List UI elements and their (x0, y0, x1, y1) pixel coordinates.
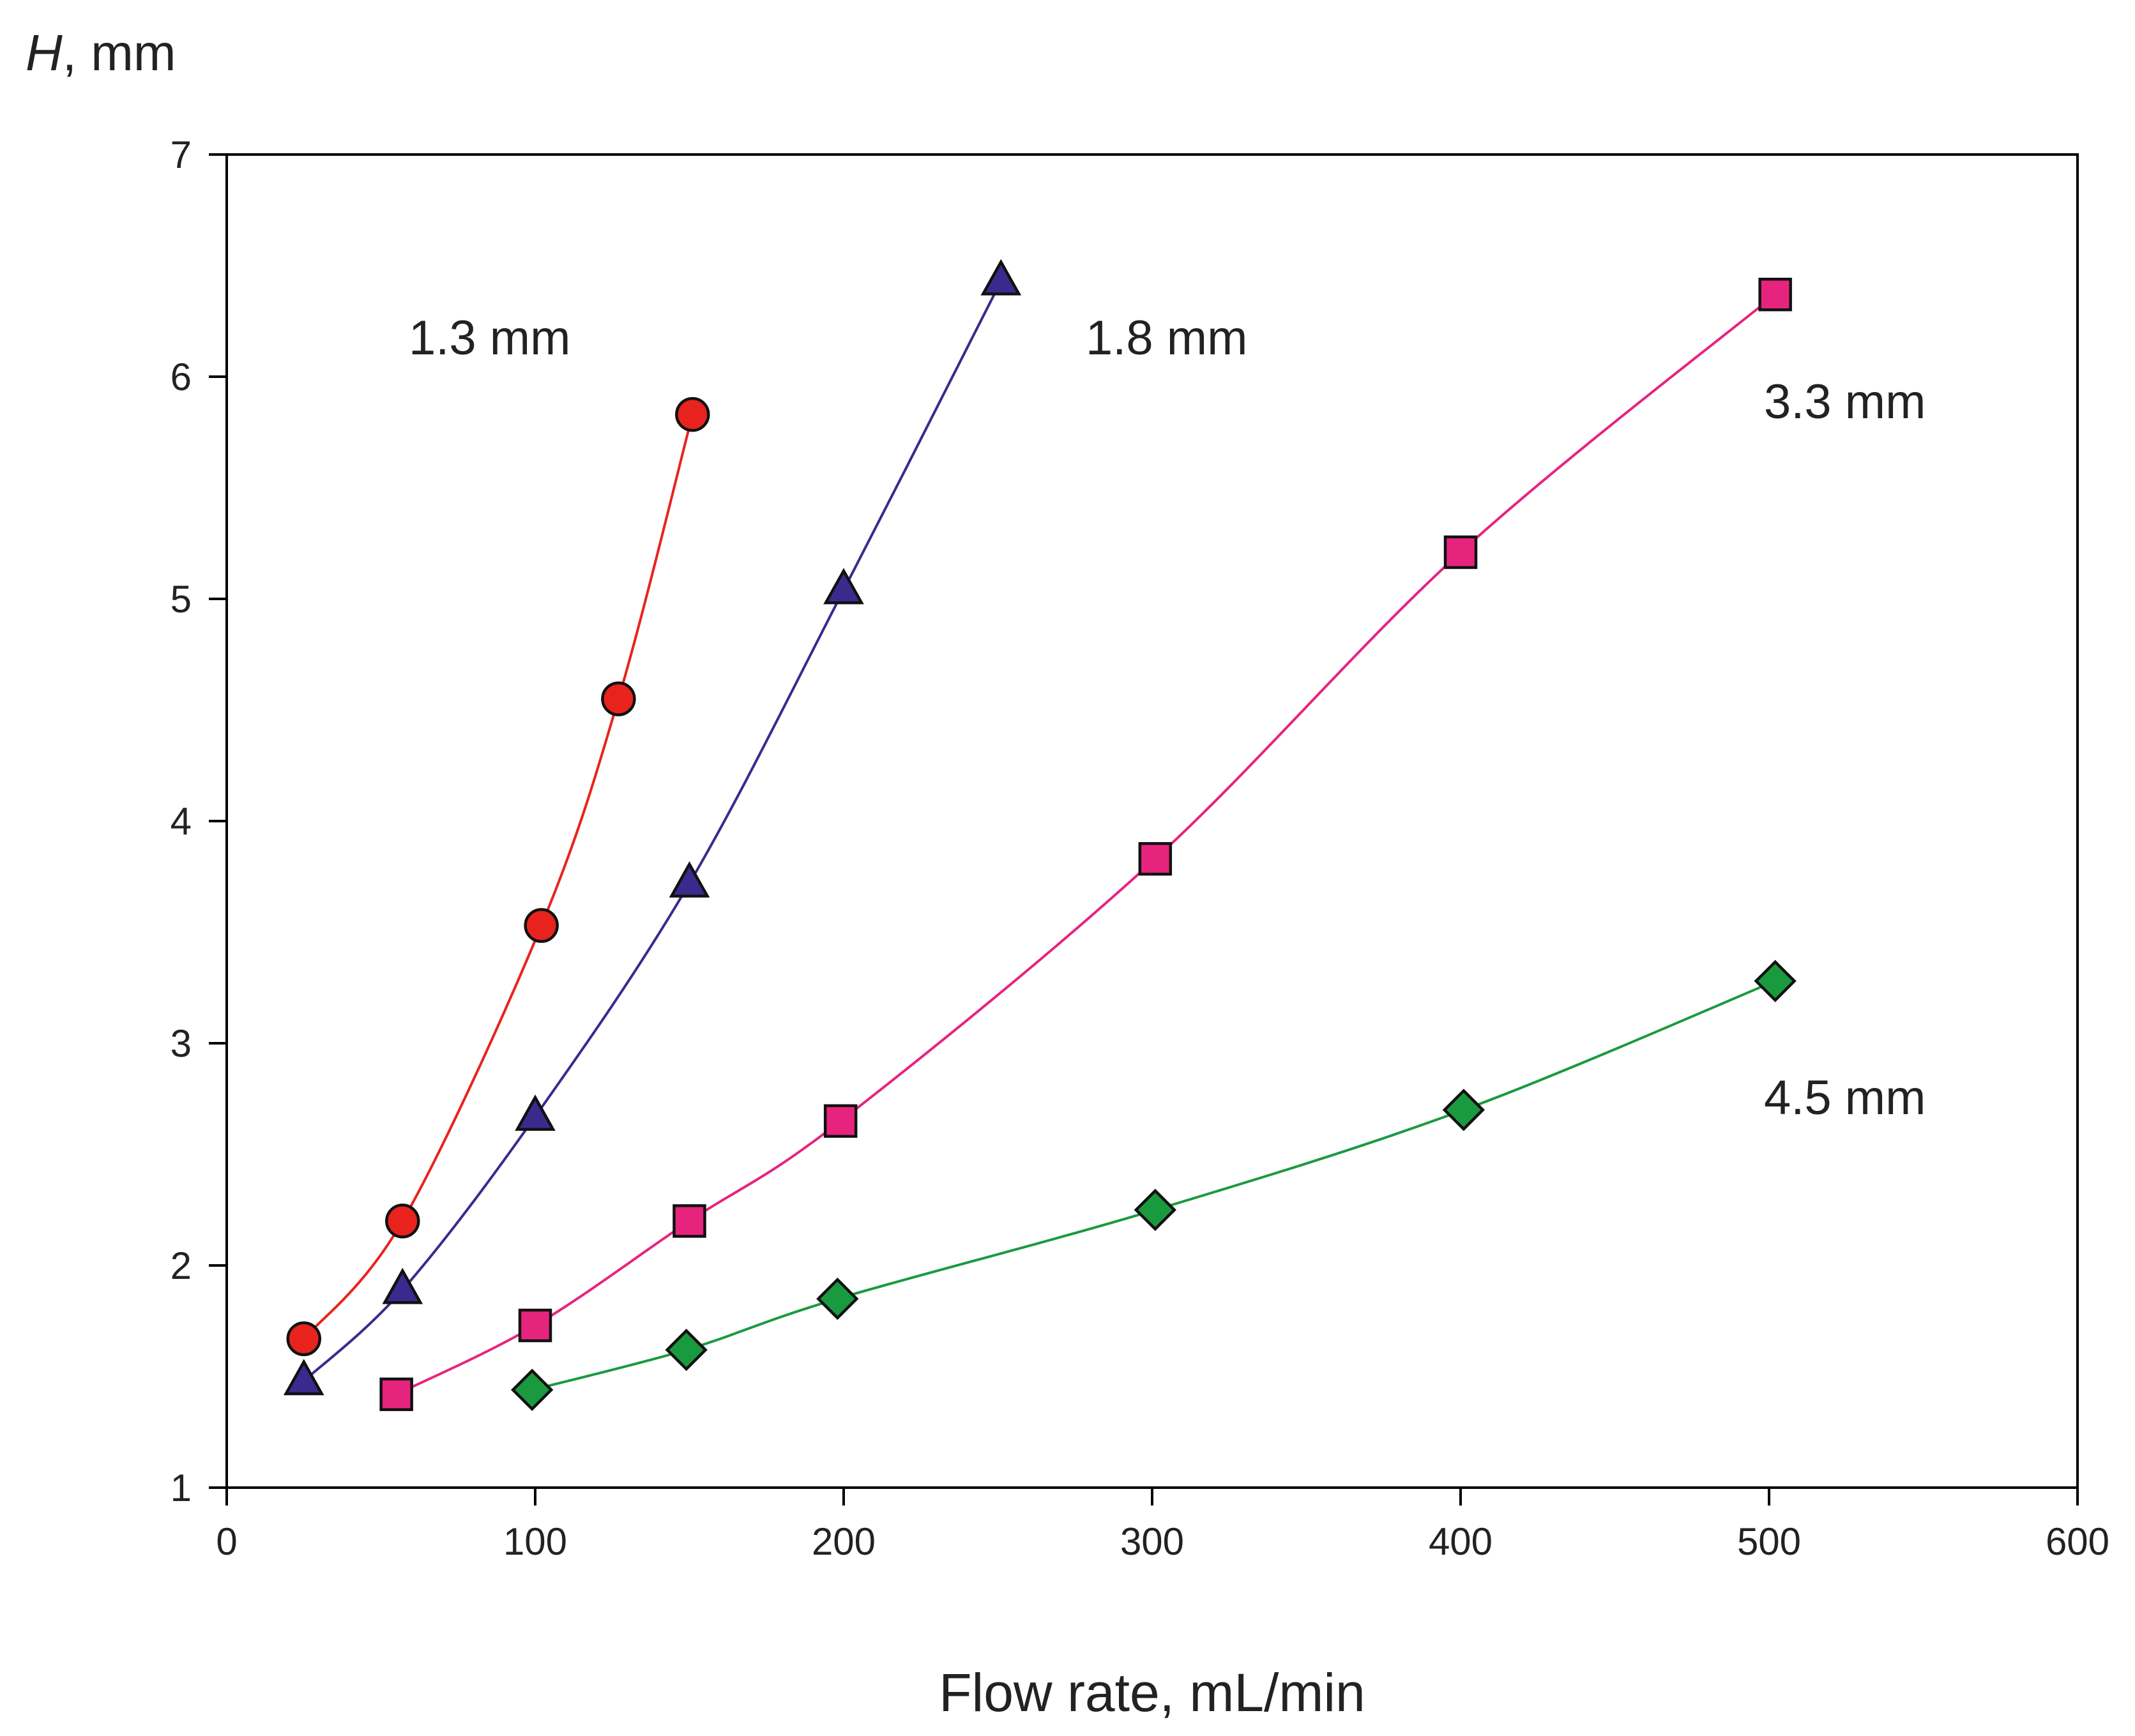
x-tick-label-200: 200 (812, 1520, 876, 1563)
x-tick-label-300: 300 (1120, 1520, 1184, 1563)
series-line-4-5-mm (531, 979, 1776, 1391)
x-tick-label-0: 0 (216, 1520, 237, 1563)
data-point-1-8-mm-1 (382, 1267, 423, 1304)
data-point-4-5-mm-4 (1442, 1089, 1485, 1131)
data-point-4-5-mm-1 (665, 1329, 708, 1371)
x-axis-title: Flow rate, mL/min (939, 1663, 1365, 1723)
series-line-3-3-mm (395, 293, 1776, 1396)
data-point-4-5-mm-5 (1754, 960, 1797, 1002)
data-point-1-8-mm-3 (669, 861, 710, 898)
y-tick-label-4: 4 (171, 800, 192, 843)
data-point-1-3-mm-4 (675, 396, 710, 432)
data-point-3-3-mm-1 (518, 1308, 552, 1343)
data-point-1-8-mm-2 (515, 1094, 556, 1131)
data-point-1-3-mm-3 (601, 681, 636, 716)
y-tick-label-5: 5 (171, 578, 192, 621)
data-point-4-5-mm-0 (510, 1368, 554, 1412)
series-label-1-3-mm: 1.3 mm (409, 311, 570, 365)
y-tick-label-1: 1 (171, 1467, 192, 1509)
data-point-4-5-mm-2 (816, 1278, 859, 1320)
y-axis-title-italic: H (26, 24, 63, 81)
data-point-3-3-mm-2 (672, 1204, 706, 1238)
x-tick-label-500: 500 (1737, 1520, 1801, 1563)
data-point-1-8-mm-5 (980, 259, 1022, 296)
series-label-1-8-mm: 1.8 mm (1086, 311, 1247, 365)
y-tick-label-3: 3 (171, 1022, 192, 1065)
x-tick-label-600: 600 (2046, 1520, 2109, 1563)
data-point-3-3-mm-4 (1138, 842, 1173, 876)
y-tick-label-7: 7 (171, 133, 192, 176)
x-tick-label-400: 400 (1429, 1520, 1493, 1563)
data-point-3-3-mm-6 (1758, 277, 1792, 312)
series-label-3-3-mm: 3.3 mm (1764, 375, 1926, 429)
y-tick-label-2: 2 (171, 1244, 192, 1287)
data-point-1-3-mm-2 (524, 908, 559, 943)
data-point-1-8-mm-4 (823, 568, 864, 605)
data-point-3-3-mm-0 (379, 1377, 413, 1412)
series-line-1-3-mm (303, 414, 694, 1340)
axis-ticks: 0 100 200 300 400 500 600 1 2 3 4 5 6 7 (171, 133, 2109, 1563)
data-point-4-5-mm-3 (1134, 1188, 1177, 1232)
y-axis-title-rest: , mm (63, 24, 176, 81)
series-lines (303, 280, 1776, 1396)
series-label-4-5-mm: 4.5 mm (1764, 1071, 1926, 1125)
data-point-3-3-mm-5 (1443, 535, 1478, 570)
data-point-3-3-mm-3 (823, 1104, 858, 1138)
series-markers (283, 259, 1797, 1412)
data-point-1-8-mm-0 (283, 1359, 324, 1396)
y-tick-label-6: 6 (171, 356, 192, 398)
x-tick-label-100: 100 (503, 1520, 567, 1563)
data-point-1-3-mm-1 (385, 1204, 420, 1239)
data-point-1-3-mm-0 (286, 1321, 321, 1357)
y-axis-title: H, mm (26, 24, 176, 81)
